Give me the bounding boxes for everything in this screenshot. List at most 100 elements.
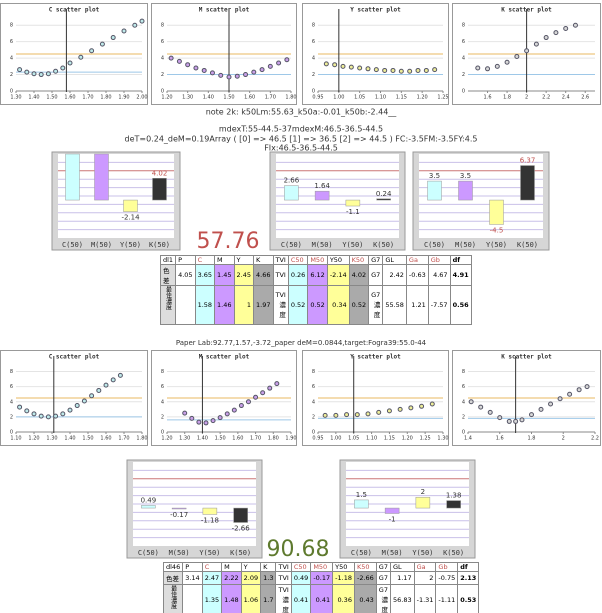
x-tick-label: 2.6	[581, 95, 589, 101]
x-tick-label: 1.20	[28, 436, 39, 442]
x-tick-label: 1.80	[100, 95, 111, 101]
point	[274, 381, 280, 387]
point	[332, 62, 338, 68]
point	[31, 411, 37, 417]
table-cell	[182, 584, 203, 613]
point	[267, 385, 273, 391]
table-cell	[175, 285, 196, 325]
table-cell: 4.91	[449, 264, 472, 286]
table-cell: 6.12	[307, 264, 328, 286]
x-tick-label: 1.30	[179, 436, 190, 442]
table-cell: 0.52	[307, 285, 328, 325]
value-label: -2.14	[121, 214, 140, 222]
table-cell: 0.53	[457, 584, 480, 613]
x-tick-label: 1.30	[10, 95, 21, 101]
category-label: M(50)	[169, 549, 190, 557]
table-cell: 1.3	[260, 571, 277, 585]
y-tick-label: 6	[462, 39, 465, 45]
y-tick-label: 4	[462, 399, 465, 405]
table-cell: G7	[375, 571, 391, 585]
point	[17, 404, 23, 410]
point	[60, 411, 66, 417]
value-label: 1.38	[446, 492, 462, 500]
point	[419, 403, 425, 409]
x-tick-label: 2	[525, 95, 528, 101]
point	[333, 412, 339, 418]
bar	[284, 185, 299, 201]
point	[81, 398, 87, 404]
point	[497, 415, 503, 421]
point	[415, 67, 421, 73]
bar	[123, 199, 138, 212]
point	[243, 72, 249, 78]
y-tick-label: 8	[462, 23, 465, 29]
point	[529, 412, 534, 418]
y-tick-label: 2	[312, 414, 315, 420]
point	[121, 28, 127, 34]
bar	[384, 507, 400, 514]
table-cell: G7濃度	[375, 584, 391, 613]
point	[563, 26, 569, 32]
table-cell: 2	[413, 571, 437, 585]
x-tick-label: 1.20	[161, 436, 172, 442]
x-tick-label: 1.20	[417, 95, 428, 101]
point	[210, 418, 216, 424]
point	[176, 58, 182, 64]
table-cell: 1.46	[214, 285, 235, 325]
x-tick-label: 1.40	[203, 95, 214, 101]
value-label: -1	[389, 515, 396, 523]
paper-note: Paper Lab:92.77,1.57,-3.72_paper deM=0.0…	[176, 339, 427, 347]
point	[376, 409, 382, 415]
table-cell: 1.45	[214, 264, 235, 286]
table-cell: 0.41	[310, 584, 334, 613]
table-cell: Gb	[435, 562, 459, 572]
bar	[458, 180, 473, 201]
x-tick-label: 1.60	[64, 95, 75, 101]
y-tick-label: 4	[161, 56, 164, 62]
table-cell: df	[449, 255, 472, 265]
table-cell: C	[201, 562, 223, 572]
table-cell: df	[457, 562, 480, 572]
table-cell: -1.11	[435, 584, 459, 613]
category-label: Y(50)	[486, 241, 507, 249]
table-cell: Y50	[332, 562, 355, 572]
y-tick-label: 4	[312, 399, 315, 405]
table-cell: TVI	[275, 562, 292, 572]
y-tick-label: 2	[462, 414, 465, 420]
table-cell: -2.14	[326, 264, 350, 286]
table-cell: 最佳濃度	[162, 584, 184, 613]
table-row: 色差 4.05 3.65 1.45 2.45 4.66 TVI 0.26 6.12 -2.14 4.…	[159, 264, 472, 286]
table-row: 最佳濃度 1.58 1.46 1 1.97 TVI濃度 0.52 0.52 0.34 0.52 G7…	[159, 285, 472, 325]
y-tick-label: 6	[10, 384, 13, 390]
point	[276, 60, 282, 66]
x-tick-label: 2.4	[562, 95, 570, 101]
y-tick-label: 0	[312, 89, 315, 95]
x-tick-label: 2	[562, 436, 565, 442]
point	[96, 387, 102, 393]
table-cell: 0.36	[332, 584, 355, 613]
point	[203, 420, 209, 426]
point	[397, 406, 403, 412]
table-cell: 1.97	[253, 285, 274, 325]
point	[533, 41, 539, 47]
table-cell: 4.67	[427, 264, 451, 286]
y-tick-label: 8	[10, 23, 13, 29]
table-cell: 0.41	[290, 584, 312, 613]
y-tick-label: 8	[312, 369, 315, 375]
table-cell: C	[194, 255, 216, 265]
value-label: 3.5	[429, 172, 440, 180]
table-cell: TVI	[272, 264, 289, 286]
table-cell: M	[221, 562, 242, 572]
point	[103, 382, 109, 388]
point	[423, 67, 429, 73]
table-cell: M	[214, 255, 235, 265]
x-tick-label: 1.30	[182, 95, 193, 101]
table-cell: Y50	[326, 255, 350, 265]
point	[543, 35, 549, 41]
table-cell: 色差	[162, 571, 184, 585]
x-tick-label: 1.80	[268, 436, 279, 442]
table-cell: TVI	[272, 255, 289, 265]
point	[340, 63, 346, 69]
point	[189, 415, 195, 421]
bar	[94, 153, 109, 201]
